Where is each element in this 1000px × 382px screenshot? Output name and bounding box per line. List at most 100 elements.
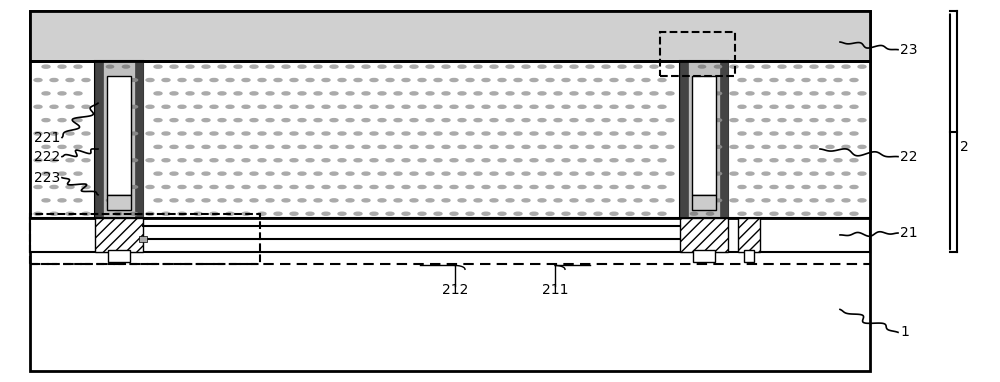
Bar [30,61,870,218]
Circle shape [778,92,786,95]
Circle shape [426,172,434,175]
Circle shape [474,172,482,175]
Circle shape [354,212,362,215]
Circle shape [130,79,138,81]
Circle shape [106,65,114,68]
Circle shape [242,132,250,135]
Circle shape [498,159,506,162]
Circle shape [298,145,306,148]
Circle shape [562,159,570,162]
Circle shape [362,199,370,202]
Circle shape [826,172,834,175]
Circle shape [586,172,594,175]
Circle shape [194,132,202,135]
Circle shape [458,172,466,175]
Circle shape [586,65,594,68]
Circle shape [442,199,450,202]
Circle shape [50,212,58,215]
Circle shape [322,78,330,81]
Circle shape [626,78,634,81]
Circle shape [746,92,754,95]
Circle shape [594,186,602,188]
Circle shape [42,199,50,202]
Circle shape [218,199,226,202]
Circle shape [234,145,242,148]
Circle shape [450,78,458,81]
Circle shape [330,199,338,202]
Circle shape [162,132,170,135]
Circle shape [170,118,178,121]
Bar [95,61,103,218]
Circle shape [130,186,138,188]
Circle shape [146,186,154,188]
Circle shape [50,132,58,135]
Circle shape [322,212,330,215]
Circle shape [746,145,754,148]
Circle shape [402,186,410,188]
Circle shape [786,186,794,188]
Text: 223: 223 [34,171,60,185]
Circle shape [626,132,634,135]
Circle shape [650,172,658,175]
Circle shape [154,65,162,68]
Circle shape [482,186,490,188]
Circle shape [314,199,322,202]
Circle shape [842,65,850,68]
Circle shape [554,199,562,202]
Circle shape [338,159,346,162]
Circle shape [522,172,530,175]
Circle shape [170,65,178,68]
Bar [30,61,870,218]
Circle shape [482,105,490,108]
Circle shape [202,65,210,68]
Circle shape [658,78,666,81]
Circle shape [218,92,226,95]
Circle shape [466,105,474,108]
Circle shape [826,118,834,121]
Circle shape [154,199,162,202]
Circle shape [778,145,786,148]
Circle shape [514,105,522,108]
Circle shape [602,65,610,68]
Circle shape [250,172,258,175]
Circle shape [194,159,202,162]
Circle shape [634,145,642,148]
Circle shape [34,212,42,215]
Circle shape [490,172,498,175]
Circle shape [858,145,866,148]
Circle shape [714,65,722,68]
Circle shape [250,65,258,68]
Circle shape [578,186,586,188]
Circle shape [362,172,370,175]
Circle shape [378,65,386,68]
Circle shape [786,78,794,81]
Circle shape [242,212,250,215]
Circle shape [514,78,522,81]
Circle shape [650,199,658,202]
Circle shape [474,65,482,68]
Circle shape [258,212,266,215]
Circle shape [642,186,650,188]
Circle shape [562,212,570,215]
Circle shape [794,199,802,202]
Text: 222: 222 [34,150,60,163]
Circle shape [810,92,818,95]
Circle shape [482,159,490,162]
Circle shape [546,212,554,215]
Circle shape [594,212,602,215]
Circle shape [66,105,74,108]
Circle shape [474,92,482,95]
Circle shape [658,212,666,215]
Bar [107,76,131,195]
Circle shape [226,132,234,135]
Circle shape [794,145,802,148]
Circle shape [202,118,210,121]
Circle shape [826,145,834,148]
Circle shape [570,199,578,202]
Circle shape [514,159,522,162]
Circle shape [642,105,650,108]
Circle shape [498,132,506,135]
Circle shape [834,186,842,188]
Circle shape [370,105,378,108]
Circle shape [714,92,722,95]
